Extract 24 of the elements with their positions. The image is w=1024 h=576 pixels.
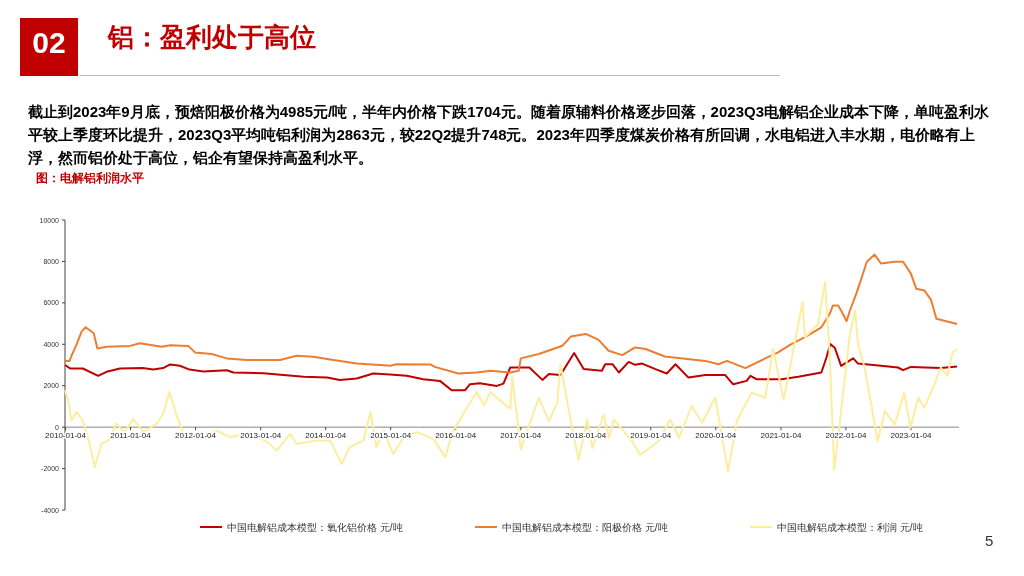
line-series <box>64 343 958 392</box>
x-tick-label: 2015-01-04 <box>370 431 412 441</box>
text: 5 <box>985 532 994 549</box>
x-tick-label: 2020-01-04 <box>695 431 737 441</box>
legend-label: 中国电解铝成本模型：阳极价格 元/吨 <box>502 522 668 533</box>
chart-title: 铝：盈利处于高位 <box>108 21 316 54</box>
x-tick-label: 2010-01-04 <box>45 431 87 441</box>
x-tick-label: 2023-01-04 <box>890 431 932 441</box>
legend-label: 中国电解铝成本模型：氧化铝价格 元/吨 <box>227 522 403 533</box>
legend-label: 中国电解铝成本模型：利润 元/吨 <box>777 522 923 533</box>
x-tick-label: 2019-01-04 <box>630 431 672 441</box>
x-tick-label: 2013-01-04 <box>240 431 282 441</box>
text: 02 <box>20 18 78 76</box>
x-tick-label: 2022-01-04 <box>825 431 867 441</box>
x-tick-label: 2011-01-04 <box>110 431 152 441</box>
x-tick-label: 2017-01-04 <box>500 431 542 441</box>
text: 截止到2023年9月底，预焙阳极价格为4985元/吨，半年内价格下跌1704元。随着原辅料价格逐步回落，2023Q3电解铝企业成本下降，单吨盈利水平较上季度环比提升，2023Q3平均吨铝利润为2863元，较22Q2提升748元。2023年四季度煤炭价格有所回调，水电铝进入丰水期，电价略有上浮，然而铝价处于高位，铝企有望保持高盈利水平。 <box>28 102 990 168</box>
x-tick-label: 2021-01-04 <box>760 431 802 441</box>
line-series <box>64 253 958 375</box>
x-tick-label: 2012-01-04 <box>175 431 217 441</box>
x-tick-label: 2014-01-04 <box>305 431 347 441</box>
chart-subtitle: 图：电解铝利润水平 <box>36 170 144 187</box>
x-tick-label: 2018-01-04 <box>565 431 607 441</box>
x-tick-label: 2016-01-04 <box>435 431 477 441</box>
